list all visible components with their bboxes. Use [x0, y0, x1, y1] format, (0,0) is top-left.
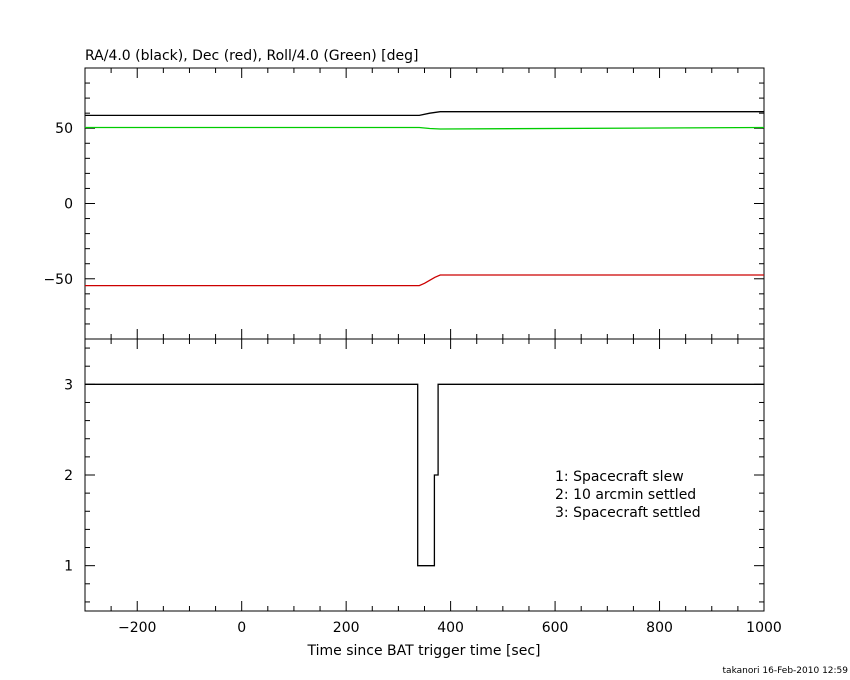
y-tick-label: 2 — [64, 468, 73, 484]
top-plot-frame — [84, 67, 765, 340]
legend-annotation-1: 1: Spacecraft slew — [555, 469, 684, 485]
y-tick-label: 50 — [55, 121, 73, 137]
series-line-2 — [85, 274, 764, 287]
x-tick-label: 400 — [437, 620, 464, 636]
top-series-group — [85, 111, 765, 287]
y-tick-label: 3 — [64, 377, 73, 393]
y-tick-label: 1 — [64, 559, 73, 575]
footer-stamp: takanori 16-Feb-2010 12:59 — [723, 666, 849, 676]
series-line-0 — [85, 383, 764, 567]
legend-annotation-2: 2: 10 arcmin settled — [555, 487, 696, 503]
top-y-tick-labels: 50 0 −50 — [43, 121, 73, 288]
x-tick-label: 0 — [237, 620, 246, 636]
y-tick-label: −50 — [43, 272, 73, 288]
x-tick-label: 600 — [542, 620, 569, 636]
x-tick-labels: −200 0 200 400 600 800 1000 — [118, 620, 782, 636]
legend-annotation-3: 3: Spacecraft settled — [555, 505, 701, 521]
top-minor-ticks — [85, 68, 764, 339]
series-line-1 — [85, 126, 765, 130]
bottom-minor-ticks — [85, 339, 764, 611]
series-line-0 — [85, 111, 764, 117]
x-tick-label: −200 — [118, 620, 156, 636]
x-axis-label: Time since BAT trigger time [sec] — [307, 643, 541, 659]
x-tick-label: 1000 — [746, 620, 782, 636]
x-tick-label: 200 — [333, 620, 360, 636]
bottom-y-tick-labels: 3 2 1 — [64, 377, 73, 574]
y-tick-label: 0 — [64, 197, 73, 213]
x-tick-label: 800 — [646, 620, 673, 636]
bottom-series-group — [85, 383, 764, 567]
top-chart-title: RA/4.0 (black), Dec (red), Roll/4.0 (Gre… — [85, 48, 418, 64]
